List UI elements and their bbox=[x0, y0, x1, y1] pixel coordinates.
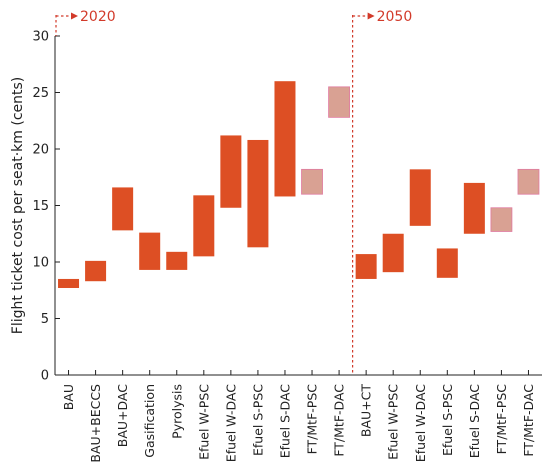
range-bar bbox=[355, 254, 377, 279]
range-bar bbox=[193, 195, 215, 257]
range-bar bbox=[301, 168, 323, 195]
x-tick-label: FT/MtF-PSC bbox=[494, 384, 509, 455]
x-tick-label: Efuel W-DAC bbox=[413, 384, 428, 462]
x-tick-label: Efuel S-DAC bbox=[467, 384, 482, 459]
range-bar bbox=[463, 182, 485, 234]
range-bar bbox=[220, 135, 242, 208]
x-axis: BAU BAU+BECCS BAU+DAC Gasification Pyrolysis… bbox=[55, 370, 542, 463]
x-tick-label: BAU bbox=[61, 384, 76, 410]
y-tick-label: 30 bbox=[32, 30, 49, 45]
x-tick-label: Efuel W-PSC bbox=[196, 384, 211, 460]
y-tick-label: 25 bbox=[32, 86, 49, 101]
arrow-head-icon bbox=[367, 12, 375, 20]
x-tick-label: Efuel S-DAC bbox=[277, 384, 292, 459]
x-tick-label: BAU+CT bbox=[359, 384, 374, 437]
range-bars bbox=[58, 81, 540, 288]
x-tick-label: Efuel W-PSC bbox=[386, 384, 401, 460]
x-tick-label: FT/MtF-DAC bbox=[521, 384, 536, 457]
range-bar bbox=[166, 251, 188, 270]
x-tick-label: Efuel S-PSC bbox=[440, 384, 455, 456]
x-tick-label: Pyrolysis bbox=[169, 384, 184, 439]
range-bar bbox=[139, 232, 161, 270]
x-tick-label: BAU+BECCS bbox=[88, 384, 103, 463]
y-axis-title: Flight ticket cost per seat·km (cents) bbox=[10, 77, 26, 334]
y-tick-label: 20 bbox=[32, 143, 49, 158]
range-bar bbox=[58, 278, 80, 288]
y-axis: 0 5 10 15 20 25 30 bbox=[32, 30, 60, 384]
range-bar bbox=[85, 260, 107, 282]
arrow-head-icon bbox=[71, 12, 78, 20]
period-label: 2050 bbox=[377, 9, 413, 25]
y-tick-label: 0 bbox=[41, 369, 49, 384]
range-bar bbox=[112, 187, 134, 231]
x-tick-label: Efuel W-DAC bbox=[223, 384, 238, 462]
range-bar bbox=[409, 169, 431, 226]
x-tick-label: FT/MtF-DAC bbox=[332, 384, 347, 457]
y-tick-label: 10 bbox=[32, 256, 49, 271]
y-tick-label: 15 bbox=[32, 199, 49, 214]
range-bar bbox=[328, 86, 350, 118]
range-bar bbox=[247, 139, 269, 248]
x-tick-label: Efuel S-PSC bbox=[250, 384, 265, 456]
x-tick-label: Gasification bbox=[142, 384, 157, 458]
range-bar bbox=[517, 168, 540, 195]
x-tick-label: BAU+DAC bbox=[115, 384, 130, 447]
y-tick-label: 5 bbox=[41, 312, 49, 327]
range-bar bbox=[382, 233, 404, 273]
range-bar bbox=[490, 207, 513, 232]
x-tick-label: FT/MtF-PSC bbox=[305, 384, 320, 455]
period-markers: 2020 2050 bbox=[55, 9, 413, 375]
range-bar bbox=[274, 81, 296, 197]
period-label: 2020 bbox=[80, 9, 116, 25]
range-bar bbox=[436, 248, 458, 278]
